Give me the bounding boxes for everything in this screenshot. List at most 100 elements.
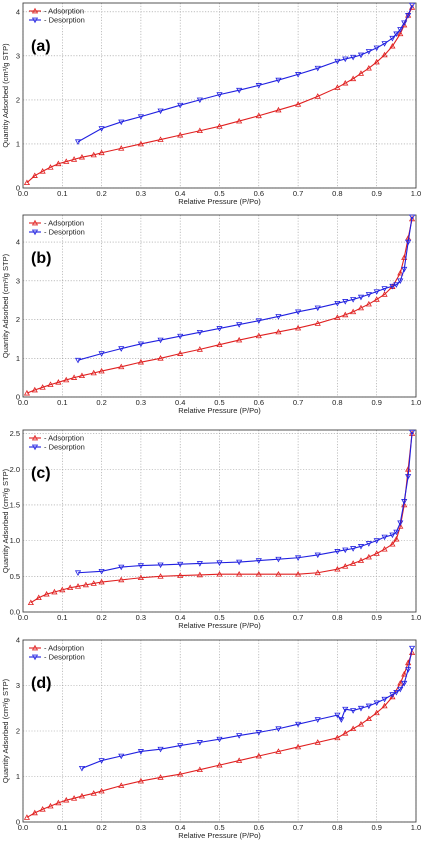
adsorption-point: [357, 70, 365, 76]
desorption-point: [275, 314, 282, 320]
x-tick-label: 0.1: [57, 823, 67, 832]
legend-marker: [31, 444, 39, 451]
y-tick-label: 2: [16, 727, 20, 736]
desorption-point: [401, 499, 408, 505]
chart-panel-3: 0.0 0.1 0.2 0.3 0.4 0.5 0.6 0.7 0.8 0.9 1.0 0.0 0.5 1…: [1, 429, 421, 630]
adsorption-point: [357, 720, 365, 727]
adsorption-point: [255, 752, 262, 759]
adsorption-point: [90, 369, 97, 376]
y-tick-label: 2.0: [10, 465, 20, 474]
desorption-point: [196, 97, 203, 104]
adsorption-point: [381, 545, 388, 552]
desorption-point: [405, 239, 412, 246]
adsorption-point: [275, 106, 282, 113]
legend-entry: - Adsorption: [44, 7, 84, 16]
desorption-point: [314, 305, 321, 312]
desorption-point: [342, 547, 349, 554]
adsorption-point: [196, 346, 203, 352]
x-tick-label: 0.4: [175, 398, 185, 407]
adsorption-point: [334, 84, 341, 90]
desorption-point: [236, 322, 243, 328]
adsorption-point: [31, 172, 38, 178]
adsorption-point: [78, 153, 86, 160]
desorption-point: [373, 45, 380, 52]
adsorption-point: [216, 123, 223, 129]
desorption-point: [393, 529, 400, 536]
desorption-point: [137, 114, 144, 120]
y-tick-label: 3: [16, 51, 20, 60]
legend-entry: - Desorption: [44, 443, 85, 452]
y-axis-label: Quantity Adsorbed (cm³/g STP): [1, 253, 10, 358]
y-tick-label: 2: [16, 96, 20, 105]
adsorption-point: [255, 332, 262, 339]
adsorption-point: [39, 168, 46, 174]
x-tick-label: 0.1: [57, 613, 67, 622]
desorption-point: [74, 357, 82, 364]
legend-entry: - Adsorption: [44, 644, 84, 653]
legend-marker: [31, 17, 39, 24]
desorption-point: [365, 541, 372, 547]
desorption-point: [255, 318, 262, 324]
adsorption-point: [295, 324, 302, 331]
x-tick-label: 0.2: [96, 189, 106, 198]
y-tick-label: 0.0: [10, 608, 20, 617]
adsorption-point: [98, 578, 105, 585]
adsorption-point: [118, 145, 125, 151]
x-tick-label: 0.5: [214, 189, 224, 198]
legend-entry: - Adsorption: [44, 219, 84, 228]
adsorption-point: [98, 367, 105, 374]
adsorption-point: [71, 374, 78, 380]
desorption-point: [408, 214, 416, 221]
y-tick-label: 1.0: [10, 536, 20, 545]
y-axis-label: Quantity Adsorbed (cm³/g STP): [1, 468, 10, 573]
plot-frame: [22, 2, 417, 189]
desorption-point: [98, 758, 105, 764]
x-axis-label: Relative Pressure (P/Po): [178, 197, 261, 206]
adsorption-point: [365, 64, 372, 71]
desorption-point: [389, 35, 396, 42]
desorption-point: [177, 561, 184, 568]
adsorption-point: [74, 583, 82, 589]
x-tick-label: 0.0: [18, 823, 28, 832]
desorption-point: [137, 563, 144, 569]
x-tick-label: 1.0: [411, 398, 421, 407]
x-tick-label: 0.3: [136, 398, 146, 407]
x-tick-label: 0.5: [214, 398, 224, 407]
y-tick-label: 1: [16, 140, 20, 149]
x-tick-label: 0.3: [136, 823, 146, 832]
x-tick-label: 0.8: [332, 823, 342, 832]
desorption-point: [401, 20, 408, 27]
x-tick-label: 0.0: [18, 189, 28, 198]
desorption-point: [216, 92, 223, 98]
y-tick-label: 0: [16, 393, 20, 402]
desorption-point: [314, 717, 321, 723]
desorption-point: [365, 49, 372, 55]
x-tick-label: 0.9: [371, 189, 381, 198]
x-tick-label: 0.7: [293, 613, 303, 622]
x-tick-label: 1.0: [411, 613, 421, 622]
adsorption-point: [137, 358, 144, 365]
desorption-point: [78, 765, 86, 772]
desorption-point: [334, 712, 341, 719]
desorption-point: [157, 337, 164, 344]
adsorption-point: [295, 101, 302, 107]
desorption-point: [118, 564, 125, 571]
y-tick-label: 0: [16, 818, 20, 827]
x-tick-label: 0.4: [175, 823, 185, 832]
adsorption-point: [177, 572, 184, 578]
x-tick-label: 0.4: [175, 189, 185, 198]
adsorption-point: [71, 156, 78, 162]
adsorption-point: [389, 693, 396, 700]
y-tick-label: 0.5: [10, 572, 20, 581]
desorption-point: [408, 429, 416, 436]
desorption-point: [196, 740, 203, 746]
adsorption-point: [78, 372, 86, 379]
legend-marker: [31, 219, 39, 226]
x-tick-label: 0.1: [57, 189, 67, 198]
desorption-point: [357, 294, 365, 301]
desorption-point: [405, 667, 412, 673]
desorption-point: [381, 534, 388, 541]
adsorption-point: [71, 795, 78, 801]
adsorption-point: [27, 599, 34, 606]
panel-label: (d): [31, 675, 51, 692]
